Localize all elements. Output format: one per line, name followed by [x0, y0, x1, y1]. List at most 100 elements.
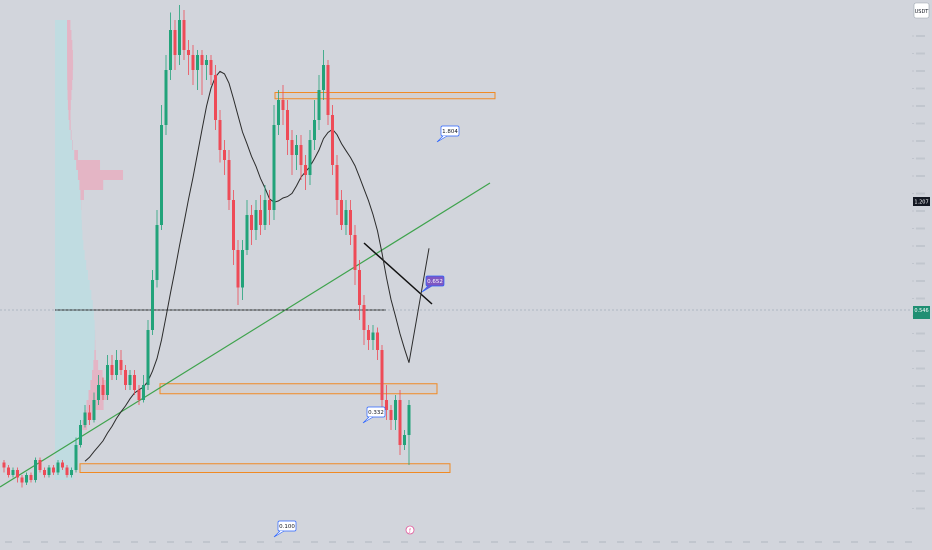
candle[interactable] [79, 420, 82, 448]
candle[interactable] [407, 400, 411, 465]
candle[interactable] [25, 472, 28, 486]
candle[interactable] [137, 385, 141, 405]
candle[interactable] [232, 190, 235, 265]
candle[interactable] [358, 260, 361, 320]
currency-badge[interactable]: USDT [913, 2, 929, 19]
candle[interactable] [146, 320, 150, 390]
candle[interactable] [83, 405, 87, 428]
candle[interactable] [200, 50, 204, 95]
timezone-marker[interactable]: ƒ [405, 525, 415, 535]
candle[interactable] [115, 350, 118, 380]
candle[interactable] [245, 200, 249, 255]
zone-box[interactable] [159, 383, 438, 395]
moving-average-line[interactable] [84, 70, 430, 462]
zone-box[interactable] [274, 92, 496, 100]
x-axis[interactable] [5, 541, 912, 543]
candle[interactable] [2, 460, 6, 473]
candle[interactable] [70, 467, 73, 478]
candle[interactable] [61, 460, 64, 470]
candle[interactable] [196, 50, 199, 90]
candle[interactable] [182, 10, 186, 60]
candle[interactable] [223, 140, 226, 175]
candle[interactable] [151, 270, 154, 335]
candle[interactable] [308, 130, 312, 185]
candle[interactable] [286, 100, 289, 155]
candle[interactable] [128, 370, 132, 390]
candle[interactable] [178, 5, 181, 65]
candle[interactable] [317, 75, 321, 130]
candle[interactable] [92, 392, 96, 423]
candle[interactable] [389, 405, 393, 430]
candles[interactable] [2, 5, 411, 488]
candle[interactable] [191, 45, 195, 85]
candle[interactable] [299, 135, 303, 180]
candle[interactable] [34, 457, 37, 483]
price-callout[interactable]: 0.652 [421, 275, 445, 293]
zone-box[interactable] [79, 463, 451, 473]
candle[interactable] [52, 465, 55, 475]
candle[interactable] [340, 190, 343, 230]
candle[interactable] [97, 375, 100, 405]
candle[interactable] [47, 465, 51, 478]
candle[interactable] [187, 40, 190, 75]
candle[interactable] [205, 55, 208, 80]
candle[interactable] [376, 327, 379, 361]
candle[interactable] [268, 190, 271, 225]
candle[interactable] [263, 185, 267, 230]
candle[interactable] [227, 150, 231, 210]
candle[interactable] [214, 65, 217, 130]
candle[interactable] [124, 365, 127, 390]
candle[interactable] [322, 50, 325, 100]
candle[interactable] [398, 390, 402, 455]
candle[interactable] [65, 465, 69, 478]
candle[interactable] [313, 100, 316, 150]
y-axis[interactable] [912, 35, 925, 510]
candle[interactable] [331, 105, 334, 175]
candle[interactable] [110, 355, 114, 380]
candle[interactable] [304, 155, 307, 190]
candle[interactable] [272, 105, 276, 220]
candle[interactable] [218, 110, 222, 163]
candle[interactable] [259, 195, 262, 235]
candle[interactable] [29, 472, 33, 483]
candle[interactable] [106, 355, 109, 400]
candle[interactable] [209, 55, 213, 85]
candle[interactable] [241, 240, 244, 300]
price-callout[interactable]: 1.804 [436, 125, 460, 143]
candle[interactable] [254, 200, 258, 240]
candle[interactable] [11, 467, 15, 478]
candle[interactable] [43, 467, 46, 478]
candle[interactable] [101, 377, 105, 401]
candle[interactable] [403, 430, 406, 450]
candle[interactable] [155, 210, 159, 288]
candle[interactable] [367, 325, 370, 350]
candle[interactable] [169, 12, 172, 81]
price-callout[interactable]: 0.332 [362, 406, 386, 424]
candle[interactable] [371, 325, 375, 350]
candle[interactable] [380, 345, 384, 410]
candle[interactable] [20, 475, 24, 488]
candle[interactable] [173, 20, 177, 70]
candle[interactable] [142, 375, 145, 403]
candle[interactable] [394, 395, 397, 430]
candle[interactable] [385, 385, 388, 420]
candle[interactable] [344, 200, 348, 235]
candle[interactable] [281, 85, 285, 125]
candle[interactable] [16, 467, 19, 483]
candle[interactable] [88, 405, 91, 425]
candle[interactable] [290, 130, 294, 175]
candle[interactable] [353, 225, 357, 285]
candle[interactable] [119, 350, 123, 375]
candle[interactable] [7, 465, 10, 478]
candle[interactable] [326, 60, 330, 125]
candle[interactable] [38, 457, 42, 473]
candle[interactable] [349, 200, 352, 245]
price-callouts[interactable]: 1.804 0.652 0.332 0.100 [273, 125, 460, 538]
candle[interactable] [56, 460, 60, 475]
candle[interactable] [236, 240, 240, 305]
candle[interactable] [362, 295, 366, 345]
candle[interactable] [335, 155, 339, 215]
candle[interactable] [295, 135, 298, 170]
price-callout[interactable]: 0.100 [273, 520, 297, 538]
